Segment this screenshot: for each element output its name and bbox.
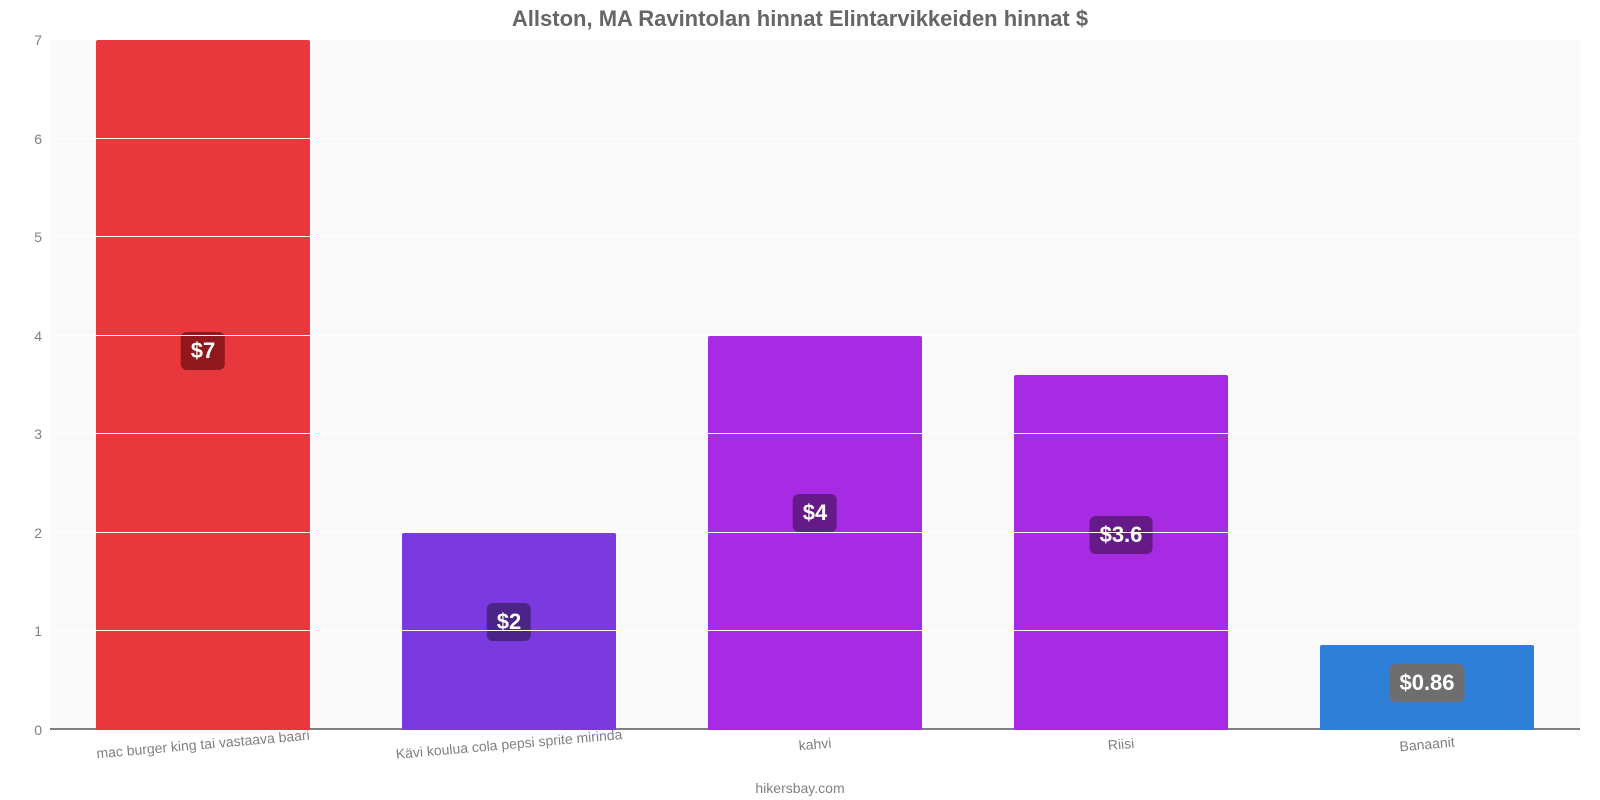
plot-area: $7$2$4$3.6$0.86 01234567 (50, 40, 1580, 730)
x-axis-category-label: Kävi koulua cola pepsi sprite mirinda (395, 726, 623, 762)
grid-line (50, 630, 1580, 631)
bar: $3.6 (1014, 375, 1228, 730)
value-badge: $3.6 (1090, 516, 1153, 554)
y-tick-label: 6 (34, 131, 50, 147)
y-tick-label: 4 (34, 328, 50, 344)
grid-line (50, 532, 1580, 533)
y-tick-label: 5 (34, 229, 50, 245)
value-badge: $7 (181, 332, 225, 370)
bar-slot: $2 (356, 40, 662, 730)
value-badge: $0.86 (1389, 664, 1464, 702)
bar: $7 (96, 40, 310, 730)
x-axis-category-label: Banaanit (1399, 734, 1455, 755)
y-tick-label: 3 (34, 426, 50, 442)
x-axis-category-label: mac burger king tai vastaava baari (96, 727, 311, 762)
price-bar-chart: Allston, MA Ravintolan hinnat Elintarvik… (0, 0, 1600, 800)
y-tick-label: 2 (34, 525, 50, 541)
chart-title: Allston, MA Ravintolan hinnat Elintarvik… (0, 0, 1600, 32)
bar-slot: $4 (662, 40, 968, 730)
bar: $0.86 (1320, 645, 1534, 730)
value-badge: $4 (793, 494, 837, 532)
grid-line (50, 433, 1580, 434)
y-tick-label: 0 (34, 722, 50, 738)
chart-credit: hikersbay.com (0, 780, 1600, 796)
x-axis-category-label: kahvi (798, 735, 832, 754)
grid-line (50, 335, 1580, 336)
grid-line (50, 138, 1580, 139)
y-tick-label: 1 (34, 623, 50, 639)
bar-slot: $7 (50, 40, 356, 730)
bar-slot: $3.6 (968, 40, 1274, 730)
bars-container: $7 $2 $4 $3.6 $0.86 (50, 40, 1580, 730)
x-axis-category-label: Riisi (1107, 735, 1135, 753)
bar: $4 (708, 336, 922, 730)
grid-line (50, 236, 1580, 237)
value-badge: $2 (487, 603, 531, 641)
grid-line (50, 39, 1580, 40)
y-tick-label: 7 (34, 32, 50, 48)
bar-slot: $0.86 (1274, 40, 1580, 730)
